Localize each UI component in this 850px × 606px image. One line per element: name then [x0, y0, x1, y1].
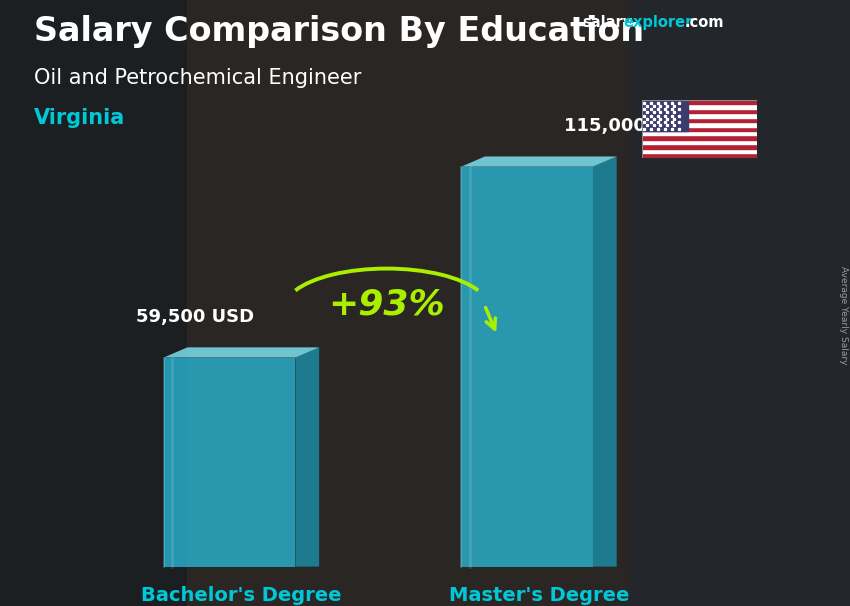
Bar [642, 131, 756, 135]
Text: 59,500 USD: 59,500 USD [137, 308, 254, 326]
Text: Bachelor's Degree: Bachelor's Degree [141, 586, 342, 605]
Polygon shape [461, 156, 617, 167]
Polygon shape [163, 347, 320, 358]
Polygon shape [163, 358, 296, 567]
Polygon shape [592, 156, 617, 567]
Polygon shape [461, 167, 592, 567]
Bar [642, 135, 756, 140]
Text: 115,000 USD: 115,000 USD [564, 117, 694, 135]
Bar [642, 113, 756, 118]
Bar [642, 153, 756, 158]
Bar [642, 127, 756, 131]
Bar [642, 148, 756, 153]
Bar [0, 0, 187, 606]
Text: salary: salary [582, 15, 632, 30]
Text: Oil and Petrochemical Engineer: Oil and Petrochemical Engineer [34, 68, 361, 88]
Text: +93%: +93% [328, 288, 445, 322]
Bar [642, 109, 756, 113]
Bar [642, 118, 756, 122]
Bar [642, 122, 756, 127]
Text: explorer: explorer [623, 15, 693, 30]
Bar [629, 0, 850, 606]
Bar [642, 104, 756, 109]
Text: Salary Comparison By Education: Salary Comparison By Education [34, 15, 644, 48]
Text: Average Yearly Salary: Average Yearly Salary [839, 266, 847, 364]
Text: .com: .com [684, 15, 723, 30]
Bar [642, 100, 756, 104]
Bar [642, 100, 688, 131]
Text: Virginia: Virginia [34, 108, 125, 128]
Bar [642, 144, 756, 148]
Bar [642, 140, 756, 144]
Text: Master's Degree: Master's Degree [449, 586, 629, 605]
Bar [187, 0, 629, 606]
Polygon shape [296, 347, 320, 567]
